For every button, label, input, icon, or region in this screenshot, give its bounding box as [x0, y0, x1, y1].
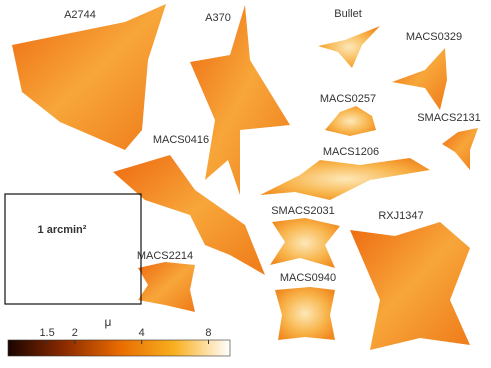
- cluster-label: SMACS2131: [417, 112, 481, 124]
- map-macs0416: [113, 155, 265, 275]
- map-a2744: [12, 4, 166, 150]
- cluster-label: RXJ1347: [378, 210, 423, 222]
- lens-maps: [12, 4, 478, 350]
- cluster-label: Bullet: [334, 8, 362, 20]
- map-a370: [190, 5, 290, 195]
- colorbar-tick-label: 8: [205, 327, 211, 339]
- map-smacs2031: [270, 218, 340, 268]
- scale-box: [4, 193, 142, 305]
- map-macs0940: [275, 287, 335, 340]
- colorbar-tick-label: 2: [72, 327, 78, 339]
- map-macs1206: [260, 158, 430, 200]
- map-macs0257: [325, 106, 376, 136]
- cluster-label: MACS2214: [137, 250, 193, 262]
- map-rxj1347: [350, 222, 470, 350]
- map-macs2214: [138, 262, 195, 312]
- cluster-label: MACS0416: [153, 134, 209, 146]
- cluster-label: SMACS2031: [271, 205, 335, 217]
- map-macs0329: [392, 48, 447, 110]
- colorbar-label: μ: [105, 315, 112, 329]
- cluster-label: MACS1206: [323, 146, 379, 158]
- colorbar-tick-label: 4: [139, 327, 145, 339]
- cluster-label: A370: [205, 12, 231, 24]
- colorbar-tick-label: 1.5: [39, 327, 54, 339]
- cluster-labels: A2744 A370 Bullet MACS0329 MACS0257 SMACS2131…: [64, 8, 481, 284]
- colorbar: [7, 339, 231, 357]
- scale-box-label: 1 arcmin²: [38, 224, 87, 236]
- colorbar-ticks: 1.5 2 4 8: [39, 327, 212, 344]
- map-smacs2131: [442, 128, 478, 170]
- map-bullet: [318, 26, 380, 68]
- cluster-label: A2744: [64, 9, 96, 21]
- cluster-label: MACS0940: [280, 272, 336, 284]
- cluster-label: MACS0257: [320, 93, 376, 105]
- cluster-label: MACS0329: [406, 31, 462, 43]
